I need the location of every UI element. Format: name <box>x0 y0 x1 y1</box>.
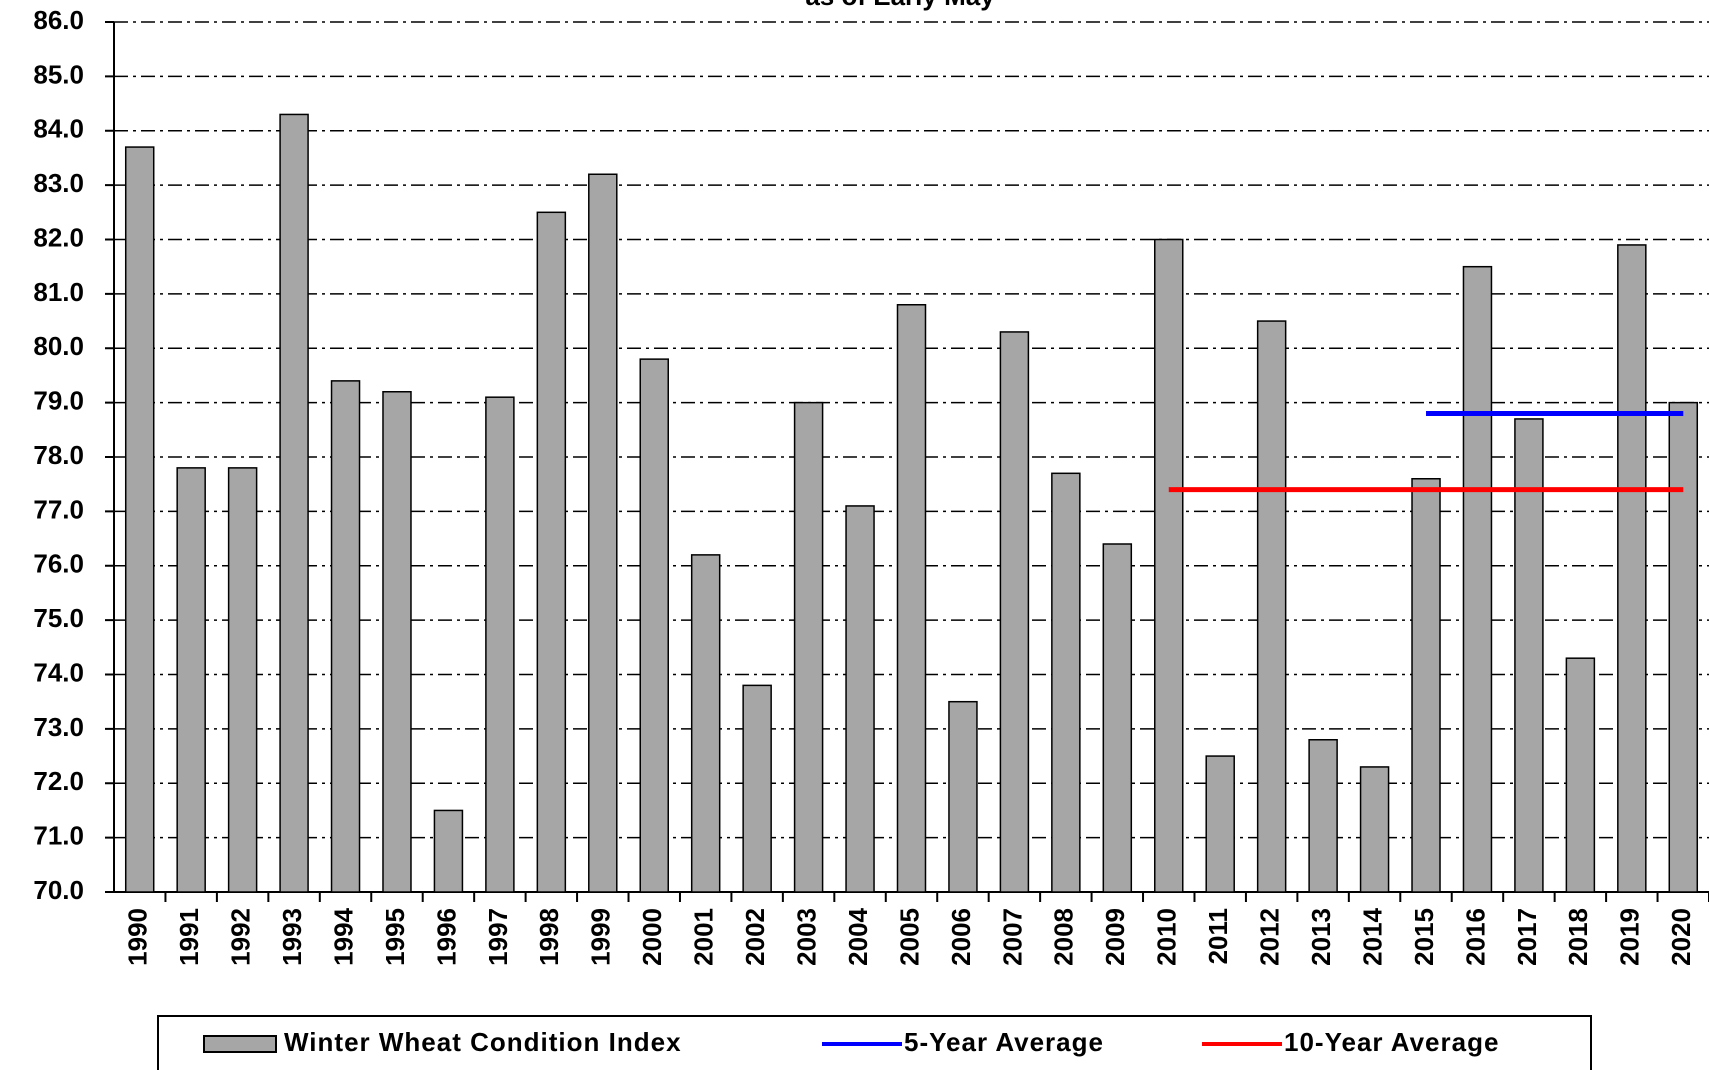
x-tick-label: 1991 <box>174 908 204 966</box>
x-tick-label: 2010 <box>1152 908 1182 966</box>
x-tick-label: 1999 <box>586 908 616 966</box>
legend-label: 10-Year Average <box>1284 1027 1499 1057</box>
bar <box>536 211 567 893</box>
x-tick-label: 2013 <box>1306 908 1336 966</box>
x-tick-label: 1990 <box>123 908 153 966</box>
bar <box>793 401 824 893</box>
bar <box>1565 657 1596 893</box>
x-tick-label: 2009 <box>1100 908 1130 966</box>
bar <box>330 380 361 893</box>
x-tick-label: 1992 <box>226 908 256 966</box>
x-tick-label: 1993 <box>277 908 307 966</box>
y-tick-label: 77.0 <box>33 494 84 524</box>
y-tick-label: 80.0 <box>33 331 84 361</box>
y-tick-label: 70.0 <box>33 875 84 905</box>
y-tick-label: 81.0 <box>33 277 84 307</box>
x-tick-label: 2012 <box>1255 908 1285 966</box>
y-tick-label: 82.0 <box>33 222 84 252</box>
x-tick-label: 1997 <box>483 908 513 966</box>
x-tick-label: 2019 <box>1615 908 1645 966</box>
bar <box>1411 478 1441 893</box>
x-tick-label: 1996 <box>431 908 461 966</box>
bar <box>742 684 772 893</box>
y-tick-label: 83.0 <box>33 168 84 198</box>
y-tick-label: 76.0 <box>33 549 84 579</box>
y-tick-label: 84.0 <box>33 114 84 144</box>
bar <box>1205 755 1235 893</box>
y-tick-label: 85.0 <box>33 59 84 89</box>
chart-subtitle: as of Early May <box>805 0 995 11</box>
bar <box>999 331 1030 893</box>
x-tick-label: 2015 <box>1409 908 1439 966</box>
bar <box>1359 766 1390 893</box>
bar <box>1051 472 1081 893</box>
bar <box>588 173 618 893</box>
bar <box>896 304 927 893</box>
x-tick-label: 2014 <box>1357 907 1387 965</box>
bar <box>639 358 669 893</box>
x-tick-label: 2001 <box>689 908 719 966</box>
y-tick-label: 78.0 <box>33 440 84 470</box>
x-tick-label: 1998 <box>534 908 564 966</box>
bar <box>124 146 155 893</box>
x-tick-label: 2007 <box>997 908 1027 966</box>
y-tick-label: 86.0 <box>33 5 84 35</box>
bar <box>485 396 515 893</box>
y-tick-label: 75.0 <box>33 603 84 633</box>
x-tick-label: 2016 <box>1460 908 1490 966</box>
bar <box>690 554 721 893</box>
bar <box>1668 401 1699 893</box>
x-tick-label: 2000 <box>637 908 667 966</box>
y-tick-label: 73.0 <box>33 712 84 742</box>
bar <box>948 700 978 893</box>
x-tick-label: 2008 <box>1049 908 1079 966</box>
legend-swatch <box>203 1035 277 1053</box>
bar <box>1617 244 1647 893</box>
x-tick-label: 2004 <box>843 907 873 965</box>
x-tick-label: 2006 <box>946 908 976 966</box>
bar <box>1154 238 1184 893</box>
bar <box>1256 320 1287 893</box>
bar <box>1514 418 1544 893</box>
y-tick-label: 71.0 <box>33 821 84 851</box>
x-tick-label: 2018 <box>1563 908 1593 966</box>
x-tick-label: 1995 <box>380 908 410 966</box>
bar <box>1102 543 1133 893</box>
bar <box>845 505 875 893</box>
x-tick-label: 2011 <box>1203 908 1233 964</box>
y-tick-label: 74.0 <box>33 657 84 687</box>
bar <box>176 467 206 893</box>
bar <box>1462 265 1493 893</box>
legend-label: 5-Year Average <box>904 1027 1104 1057</box>
bar <box>227 467 258 893</box>
bar <box>433 809 464 893</box>
bar <box>279 113 309 893</box>
bar <box>1308 739 1338 893</box>
x-tick-label: 2020 <box>1666 908 1696 966</box>
y-tick-label: 79.0 <box>33 386 84 416</box>
x-tick-label: 2005 <box>894 908 924 966</box>
x-tick-label: 2017 <box>1512 908 1542 966</box>
legend: Winter Wheat Condition Index 5-Year Avera… <box>157 1015 1592 1070</box>
x-tick-label: 2003 <box>791 908 821 966</box>
bar <box>382 391 412 893</box>
y-tick-label: 72.0 <box>33 766 84 796</box>
x-tick-label: 1994 <box>328 907 358 965</box>
legend-box <box>157 1015 1592 1070</box>
legend-label: Winter Wheat Condition Index <box>284 1027 682 1057</box>
x-tick-label: 2002 <box>740 908 770 966</box>
